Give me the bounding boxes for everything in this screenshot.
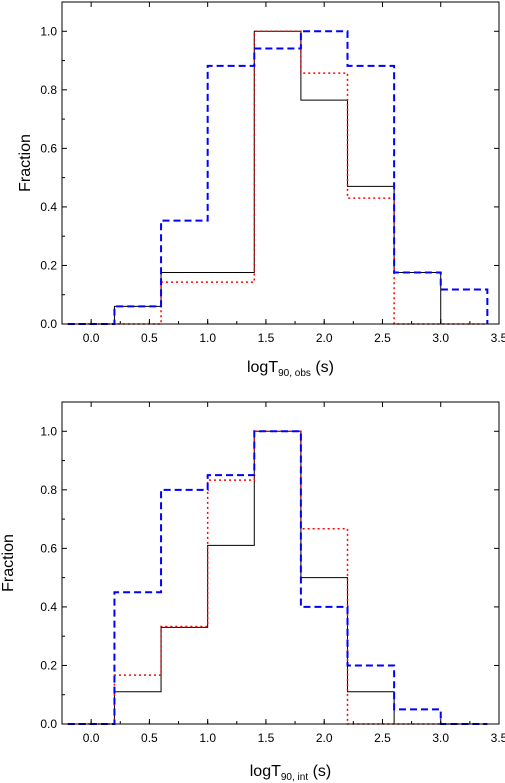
- y-tick-label: 0.0: [40, 717, 57, 731]
- y-tick-label: 0.2: [40, 258, 57, 272]
- x-axis-title-subscript: 90, int: [281, 772, 308, 783]
- y-tick-label: 0.4: [40, 200, 57, 214]
- x-axis-title-unit: (s): [308, 763, 331, 780]
- chart-panel-1: 0.0 0.5 1.0 1.5 2.0 2.5 3.0 3.5 0.0 0.2 0.4 0.6 0.8 1…: [17, 1, 505, 379]
- x-tick-label: 0.5: [141, 731, 158, 745]
- x-tick-label: 1.5: [258, 331, 275, 345]
- x-tick-label: 3.5: [491, 331, 505, 345]
- y-tick-label: 0.4: [40, 600, 57, 614]
- x-tick-label: 2.0: [316, 331, 333, 345]
- y-tick-label: 1.0: [40, 24, 57, 38]
- y-tick-label: 0.8: [40, 83, 57, 97]
- x-tick-label: 0.0: [83, 731, 100, 745]
- x-tick-label: 3.5: [491, 731, 505, 745]
- x-axis-title-subscript: 90, obs: [278, 368, 311, 379]
- series-dashed-line: [67, 430, 488, 725]
- x-tick-label: 3.0: [432, 331, 449, 345]
- x-tick-label: 0.0: [83, 331, 100, 345]
- y-tick-label: 0.0: [40, 317, 57, 331]
- y-tick-label: 0.6: [40, 541, 57, 555]
- plot-frame: [61, 1, 500, 325]
- x-tick-label: 1.0: [199, 331, 216, 345]
- x-axis-title: logT90, int (s): [250, 763, 331, 783]
- y-axis-title: Fraction: [17, 134, 34, 192]
- series-dotted-line: [67, 30, 488, 325]
- series-dashed-line: [67, 30, 489, 325]
- x-tick-label: 2.5: [374, 331, 391, 345]
- y-axis-title: Fraction: [0, 534, 17, 592]
- y-tick-label: 0.8: [40, 483, 57, 497]
- x-axis-title-main: logT: [250, 763, 281, 780]
- y-tick-label: 0.6: [40, 141, 57, 155]
- y-tick-label: 0.2: [40, 658, 57, 672]
- series-dotted-line: [67, 430, 488, 725]
- plot-frame: [61, 401, 500, 725]
- x-axis-title-main: logT: [247, 359, 278, 376]
- x-tick-label: 1.0: [199, 731, 216, 745]
- x-tick-label: 3.0: [432, 731, 449, 745]
- chart-panel-2: 0.0 0.5 1.0 1.5 2.0 2.5 3.0 3.5 0.0 0.2 0.4 0.6 0.8 1…: [0, 401, 505, 783]
- series-solid-line: [67, 30, 488, 325]
- series-solid-line: [67, 430, 488, 725]
- x-tick-label: 2.5: [374, 731, 391, 745]
- x-axis-title-unit: (s): [311, 359, 334, 376]
- x-tick-label: 0.5: [141, 331, 158, 345]
- x-axis-title: logT90, obs (s): [247, 359, 334, 379]
- x-tick-label: 2.0: [316, 731, 333, 745]
- y-tick-label: 1.0: [40, 424, 57, 438]
- x-tick-label: 1.5: [258, 731, 275, 745]
